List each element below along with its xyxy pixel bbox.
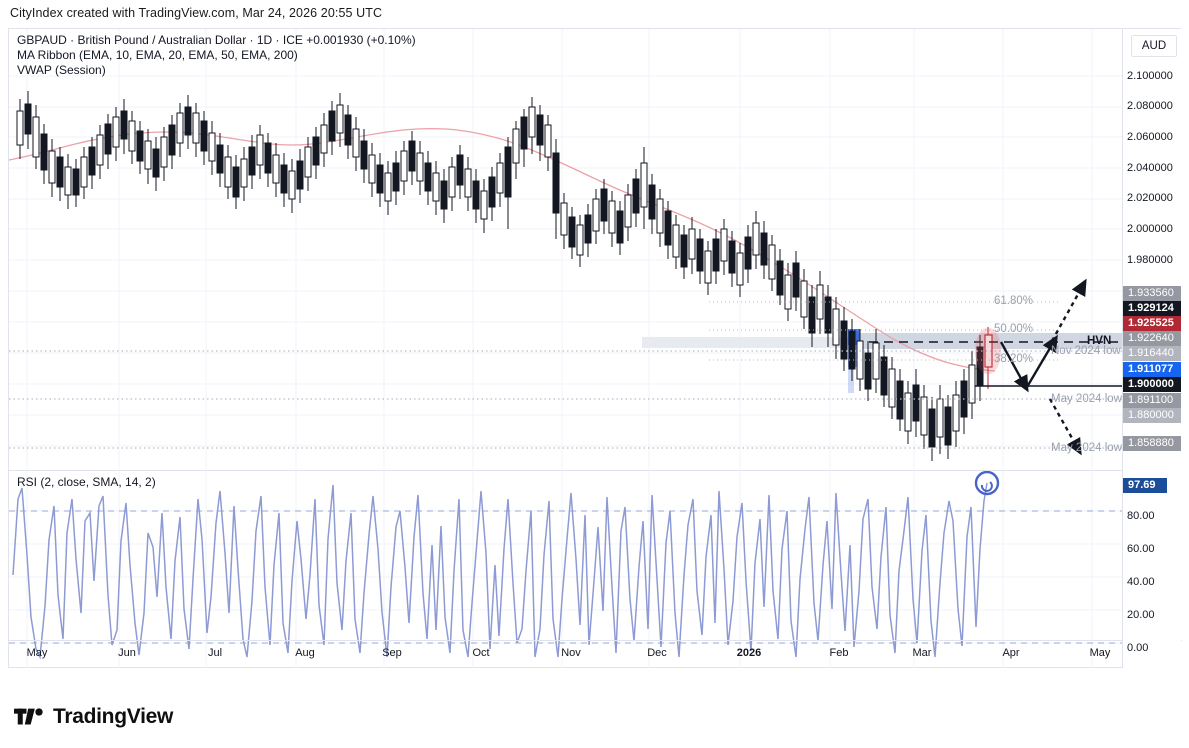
footer-branding: TradingView [14,705,173,729]
currency-badge: AUD [1131,35,1177,57]
time-tick: Jun [118,647,136,659]
price-tag-hvn: 1.922640 [1123,331,1181,346]
rsi-tick: 80.00 [1127,510,1155,522]
rsi-tick: 20.00 [1127,609,1155,621]
rsi-current-marker [974,471,1000,496]
forecast-arrows [999,278,1087,456]
time-tick: Jul [207,647,223,659]
price-tag-low-2: 1.880000 [1123,408,1181,423]
time-tick: Feb [829,647,849,659]
note-nov-2024-low: Nov 2024 low [1051,345,1121,357]
price-tag-vwap: 1.911077 [1123,362,1181,377]
price-pane[interactable]: GBPAUD · British Pound / Australian Doll… [9,29,1122,469]
time-tick: Mar [912,647,932,659]
rsi-current-tag: 97.69 [1123,478,1167,493]
rsi-plot [9,471,1122,668]
price-tag-bid: 1.925525 [1123,316,1181,331]
time-tick: Dec [647,647,667,659]
time-tick: Oct [472,647,490,659]
fib-label-382: 38.20% [994,353,1034,365]
rsi-legend: RSI (2, close, SMA, 14, 2) [17,475,156,489]
fib-label-618: 61.80% [994,295,1034,307]
reversal-candle-marker [974,327,1002,375]
rsi-line [12,482,988,660]
pane-separator [9,470,1122,471]
rsi-tick: 60.00 [1127,543,1155,555]
price-tick: 2.100000 [1127,70,1173,82]
price-tag-last: 1.929124 [1123,301,1181,316]
candlestick-series [16,91,984,461]
rsi-pane[interactable]: RSI (2, close, SMA, 14, 2) [9,471,1122,668]
price-plot [9,29,1122,469]
rsi-tick: 40.00 [1127,576,1155,588]
price-axis[interactable]: AUD 2.100000 2.080000 2.060000 2.040000 … [1123,29,1181,668]
price-tick: 1.980000 [1127,254,1173,266]
arrow-up-solid [1025,334,1058,388]
price-tag-may-low: 1.891100 [1123,393,1181,408]
tradingview-wordmark: TradingView [53,705,174,728]
rsi-horizontal-gridlines [9,510,1122,644]
price-tick: 2.000000 [1127,223,1173,235]
time-tick: May [26,647,48,659]
note-may-2024-low-2: May 2024 low [1051,442,1122,454]
price-tag-round: 1.900000 [1123,377,1181,392]
horizontal-gridlines [9,75,1122,447]
time-tick-year: 2026 [736,647,762,659]
time-tick: Apr [1002,647,1020,659]
attribution-text: CityIndex created with TradingView.com, … [10,6,383,20]
time-tick: May [1089,647,1111,659]
current-candle [984,327,993,389]
vertical-gridlines [26,29,1093,469]
time-tick: Aug [295,647,315,659]
price-tag-fib-top: 1.933560 [1123,286,1181,301]
price-tag-nov-low: 1.916440 [1123,346,1181,361]
rsi-tick: 0.00 [1127,642,1149,654]
axis-divider [1122,29,1123,668]
price-tick: 2.080000 [1127,100,1173,112]
time-axis-divider [9,640,1182,641]
time-axis[interactable]: May Jun Jul Aug Sep Oct Nov Dec 2026 Feb… [9,641,1182,668]
price-tick: 2.020000 [1127,192,1173,204]
hvn-label: HVN [1087,335,1112,347]
chart-frame: GBPAUD · British Pound / Australian Doll… [8,28,1182,668]
time-tick: Nov [561,647,581,659]
arrow-down-solid [999,341,1029,393]
price-tick: 2.060000 [1127,131,1173,143]
arrow-up-dotted [1050,278,1087,342]
price-tick: 2.040000 [1127,162,1173,174]
fib-label-500: 50.00% [994,323,1034,335]
arrow-down-dotted [1048,398,1082,456]
price-tag-may-low-2: 1.858880 [1123,436,1181,451]
time-tick: Sep [382,647,402,659]
note-may-2024-low-1: May 2024 low [1051,393,1122,405]
tradingview-logo-icon [14,708,43,725]
